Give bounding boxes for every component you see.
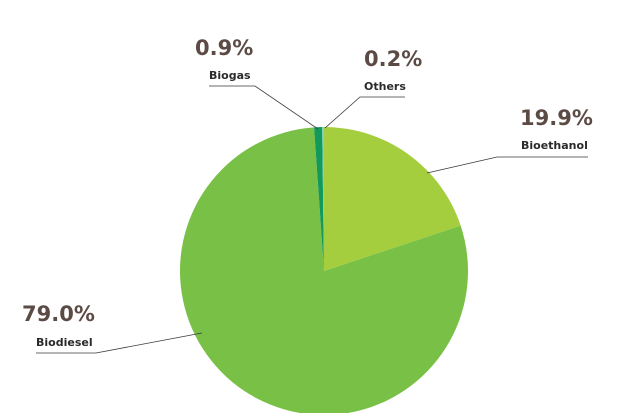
leader-lines — [36, 85, 588, 354]
bioethanol-leader-line — [426, 156, 588, 174]
bioethanol-slice — [324, 127, 461, 271]
biogas-slice — [314, 127, 324, 271]
bioethanol-percent-label: 19.9% — [520, 106, 593, 130]
others-category-label: Others — [364, 80, 406, 93]
biodiesel-category-label: Biodiesel — [36, 336, 93, 349]
biogas-category-label: Biogas — [209, 69, 251, 82]
biogas-leader-line — [209, 85, 319, 130]
others-percent-label: 0.2% — [364, 47, 423, 71]
pie-slices — [180, 127, 468, 413]
bioethanol-category-label: Bioethanol — [521, 139, 588, 152]
biodiesel-percent-label: 79.0% — [22, 302, 95, 326]
biodiesel-leader-line — [36, 332, 203, 354]
biodiesel-slice — [180, 127, 468, 413]
others-leader-line — [324, 96, 405, 129]
others-slice — [322, 127, 324, 271]
biogas-percent-label: 0.9% — [195, 36, 254, 60]
